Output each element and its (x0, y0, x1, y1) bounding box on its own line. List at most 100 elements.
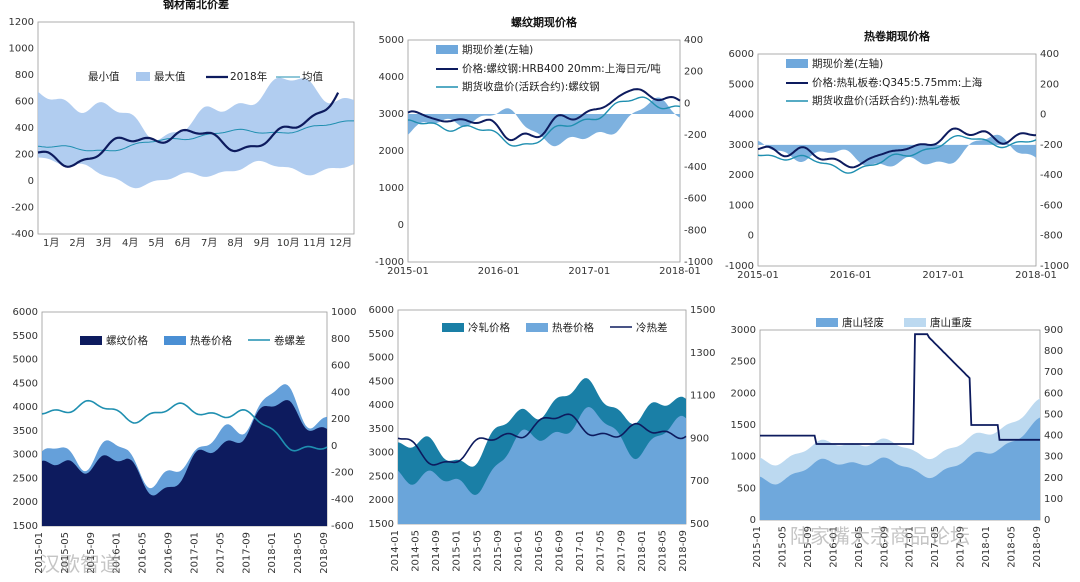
x-tick: 2018-01 (981, 526, 992, 568)
x-tick: 2018-09 (1032, 526, 1043, 568)
y-tick-right: -400 (684, 162, 707, 173)
x-tick: 8月 (227, 237, 243, 249)
y-tick-left: 4000 (369, 400, 394, 411)
y-tick-right: 600 (1044, 388, 1063, 399)
y-tick-left: 600 (15, 97, 34, 108)
legend: 期现价差(左轴) 价格:热轧板卷:Q345:5.75mm:上海期货收盘价(活跃合约… (786, 57, 983, 107)
series-avg (37, 120, 354, 152)
x-tick: 7月 (201, 237, 217, 249)
y-tick-left: 4500 (13, 378, 38, 389)
y-tick-right: 400 (1044, 431, 1063, 442)
y-tick-left: 5000 (369, 353, 394, 364)
legend-label: 唐山轻废 (842, 316, 884, 329)
x-tick: 2014-05 (411, 530, 422, 572)
legend: 冷轧价格 热卷价格 冷热差 (442, 321, 668, 334)
legend-label: 价格:螺纹钢:HRB400 20mm:上海日元/吨 (462, 62, 661, 75)
y-tick-right: 1500 (690, 305, 715, 316)
legend-swatch (164, 336, 186, 345)
y-tick-left: 800 (15, 70, 34, 81)
chart-c5: 1500 2000 2500 3000 3500 4000 4500 5000 5500 6000… (369, 305, 716, 572)
y-tick-right: 200 (331, 414, 350, 425)
legend-swatch (816, 318, 838, 327)
y-tick-left: 1000 (9, 44, 34, 55)
chart-c4: 1500200025003000350040004500500055006000… (13, 307, 357, 574)
legend-label: 热卷价格 (190, 334, 232, 347)
y-tick-left: 1000 (379, 183, 404, 194)
series-spread (760, 333, 1040, 445)
legend: 唐山轻废 唐山重废 (816, 316, 972, 329)
y-tick-left: 200 (15, 150, 34, 161)
y-tick-left: 3500 (369, 424, 394, 435)
y-tick-right: 400 (331, 387, 350, 398)
y-tick-left: 4000 (729, 110, 754, 121)
y-tick-right: -600 (331, 521, 354, 532)
x-tick: 2016-01 (112, 532, 123, 574)
x-tick: 2018-01 (637, 530, 648, 572)
x-tick: 3月 (96, 237, 112, 249)
chart-title: 螺纹期现价格 (511, 15, 578, 29)
plot-area (757, 53, 1037, 267)
y-tick-right: 0 (1040, 110, 1046, 121)
x-tick: 2018-05 (657, 530, 668, 572)
chart-c3: -10000100020003000400050006000-1000-800-… (725, 29, 1069, 281)
x-tick: 2016-05 (138, 532, 149, 574)
y-tick-right: 900 (690, 433, 709, 444)
y-tick-left: 6000 (13, 307, 38, 318)
legend-label: 期货收盘价(活跃合约):螺纹钢 (462, 80, 600, 93)
y-tick-left: -400 (11, 229, 34, 240)
legend-label: 冷热差 (636, 321, 668, 334)
x-tick: 5月 (148, 237, 164, 249)
legend-swatch (80, 336, 102, 345)
x-tick: 2015-05 (60, 532, 71, 574)
area-rebar (42, 400, 327, 526)
x-tick: 2017-09 (956, 526, 967, 568)
y-tick-right: -600 (684, 194, 707, 205)
x-tick: 12月 (329, 237, 352, 249)
y-tick-left: 3000 (729, 140, 754, 151)
y-tick-right: 300 (1044, 452, 1063, 463)
y-tick-right: -800 (1040, 231, 1063, 242)
x-tick: 2017-05 (596, 530, 607, 572)
basis-area (408, 97, 680, 147)
legend-label: 期现价差(左轴) (462, 43, 533, 56)
x-tick: 2018-09 (678, 530, 689, 572)
y-tick-left: 0 (750, 515, 756, 526)
y-tick-left: 6000 (729, 49, 754, 60)
y-tick-left: 1200 (9, 17, 34, 28)
y-tick-left: 0 (748, 231, 754, 242)
y-tick-left: 0 (28, 176, 34, 187)
x-tick: 2016-09 (879, 526, 890, 568)
y-tick-right: -400 (331, 494, 354, 505)
y-tick-right: 500 (1044, 409, 1063, 420)
y-tick-right: -800 (684, 225, 707, 236)
y-tick-left: 2500 (731, 357, 756, 368)
y-tick-left: 5500 (369, 329, 394, 340)
y-tick-left: 2000 (369, 495, 394, 506)
x-tick: 4月 (122, 237, 138, 249)
y-tick-right: 1300 (690, 348, 715, 359)
y-tick-right: -1000 (684, 257, 713, 268)
chart-c6: 0 500 1000 1500 2000 2500 3000 0 100 200 300 400 500… (731, 316, 1064, 568)
y-tick-right: 700 (690, 476, 709, 487)
y-tick-right: 200 (684, 67, 703, 78)
x-tick: 2014-01 (390, 530, 401, 572)
y-tick-right: -1000 (1040, 261, 1069, 272)
x-tick: 2016-01 (478, 266, 520, 277)
y-tick-left: 4000 (379, 72, 404, 83)
x-tick: 9月 (254, 237, 270, 249)
x-tick: 2016-01 (830, 270, 872, 281)
x-tick: 6月 (175, 237, 191, 249)
x-tick: 2015-09 (86, 532, 97, 574)
plot-area (407, 39, 681, 263)
y-tick-right: -400 (1040, 170, 1063, 181)
x-tick: 2015-01 (752, 526, 763, 568)
y-tick-right: 1000 (331, 307, 356, 318)
y-tick-left: 1000 (729, 200, 754, 211)
legend-swatch (786, 59, 808, 68)
y-tick-left: 2000 (731, 388, 756, 399)
legend-label: 期现价差(左轴) (812, 57, 883, 70)
x-tick: 2015-01 (387, 266, 429, 277)
x-tick: 2018-01 (659, 266, 701, 277)
x-tick: 2015-05 (777, 526, 788, 568)
legend-label: 螺纹价格 (106, 334, 148, 347)
